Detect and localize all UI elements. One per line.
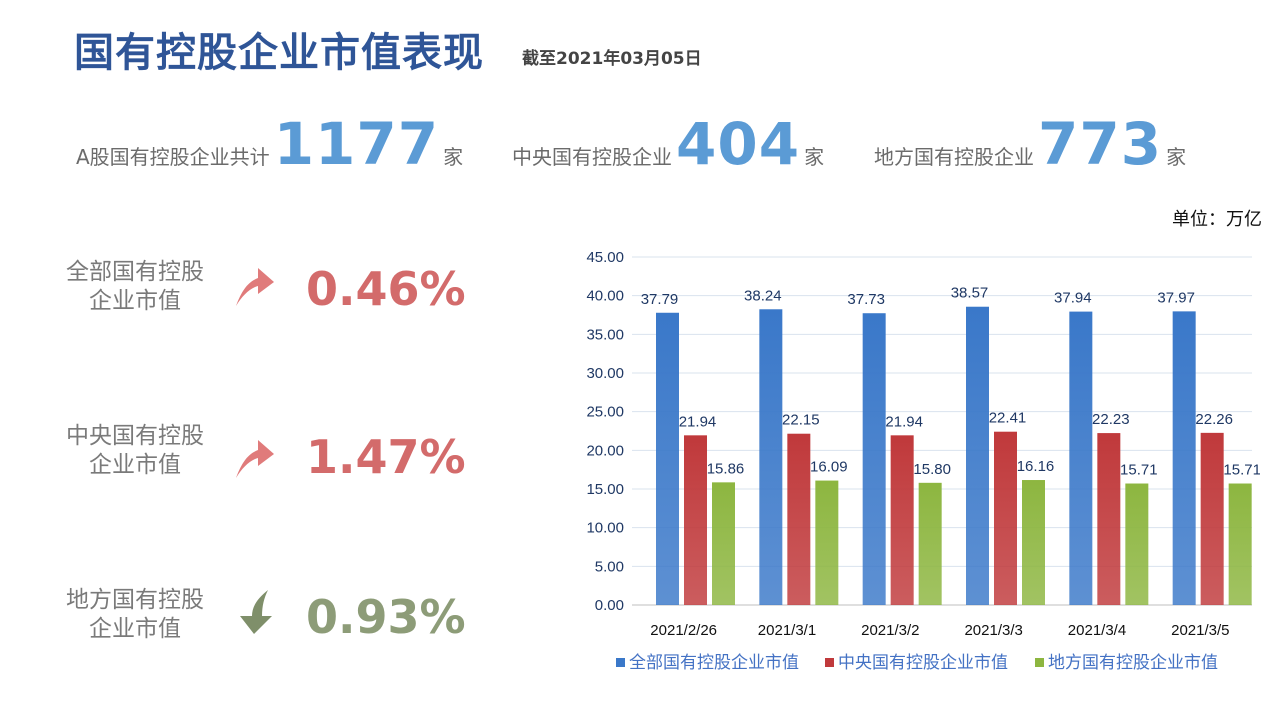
bar bbox=[759, 309, 783, 605]
bar bbox=[862, 313, 886, 605]
legend-label: 地方国有控股企业市值 bbox=[1048, 653, 1218, 673]
change-label-line: 企业市值 bbox=[89, 616, 181, 642]
down-arrow-icon bbox=[240, 590, 272, 634]
stat-unit: 家 bbox=[443, 145, 464, 169]
data-label: 15.86 bbox=[707, 460, 745, 477]
data-label: 37.94 bbox=[1054, 290, 1092, 307]
y-tick-label: 30.00 bbox=[586, 365, 624, 382]
x-tick-label: 2021/2/26 bbox=[650, 622, 717, 639]
change-label-line: 地方国有控股 bbox=[66, 587, 204, 613]
unit-note: 单位：万亿 bbox=[1172, 209, 1262, 230]
data-label: 22.23 bbox=[1092, 411, 1130, 428]
stat-value: 404 bbox=[676, 110, 801, 178]
y-tick-label: 35.00 bbox=[586, 326, 624, 343]
y-tick-label: 20.00 bbox=[586, 442, 624, 459]
stat-unit: 家 bbox=[804, 145, 825, 169]
data-label: 16.16 bbox=[1017, 458, 1055, 475]
legend-label: 中央国有控股企业市值 bbox=[838, 653, 1008, 673]
bar bbox=[918, 482, 942, 605]
bar-chart: 0.00 5.00 10.00 15.00 20.00 25.00 30.00 35.00 40… bbox=[586, 249, 1260, 673]
legend-swatch bbox=[616, 658, 625, 667]
change-label-line: 企业市值 bbox=[89, 288, 181, 314]
change-value-local: 0.93% bbox=[306, 590, 466, 644]
data-label: 15.71 bbox=[1223, 462, 1260, 479]
stat-value: 1177 bbox=[273, 110, 440, 178]
x-tick-label: 2021/3/2 bbox=[861, 622, 919, 639]
bar bbox=[684, 435, 707, 605]
y-tick-label: 25.00 bbox=[586, 404, 624, 421]
bar bbox=[712, 482, 735, 605]
stat-value: 773 bbox=[1038, 110, 1163, 178]
stat-label: 中央国有控股企业 bbox=[512, 145, 672, 169]
change-label-local: 地方国有控股 企业市值 bbox=[40, 586, 230, 644]
bar bbox=[890, 435, 914, 605]
as-of-date: 截至2021年03月05日 bbox=[522, 49, 702, 69]
y-tick-label: 40.00 bbox=[586, 288, 624, 305]
change-value-central: 1.47% bbox=[306, 430, 466, 484]
x-tick-label: 2021/3/3 bbox=[964, 622, 1022, 639]
change-label-line: 企业市值 bbox=[89, 452, 181, 478]
y-tick-label: 45.00 bbox=[586, 249, 624, 266]
bar bbox=[815, 480, 839, 605]
data-label: 15.80 bbox=[913, 461, 951, 478]
y-tick-label: 0.00 bbox=[595, 597, 624, 614]
y-tick-label: 5.00 bbox=[595, 558, 624, 575]
up-arrow-icon bbox=[236, 440, 274, 478]
data-label: 38.57 bbox=[951, 285, 989, 302]
bar bbox=[1097, 433, 1121, 605]
bar bbox=[1172, 311, 1196, 605]
bar bbox=[1125, 483, 1149, 605]
data-label: 37.73 bbox=[847, 291, 885, 308]
change-label-line: 中央国有控股 bbox=[66, 423, 204, 449]
legend-swatch bbox=[825, 658, 834, 667]
stat-label: A股国有控股企业共计 bbox=[76, 145, 270, 169]
y-tick-label: 10.00 bbox=[586, 520, 624, 537]
data-label: 16.09 bbox=[810, 459, 848, 476]
bar bbox=[994, 431, 1017, 605]
stat-total: A股国有控股企业共计 1177 家 bbox=[76, 110, 463, 180]
data-label: 22.15 bbox=[782, 412, 820, 429]
bar bbox=[1228, 483, 1252, 605]
legend-swatch bbox=[1035, 658, 1044, 667]
data-label: 37.79 bbox=[641, 291, 679, 308]
stat-unit: 家 bbox=[1166, 145, 1187, 169]
bar bbox=[787, 433, 811, 605]
data-label: 21.94 bbox=[885, 413, 923, 430]
data-label: 22.26 bbox=[1195, 411, 1233, 428]
data-label: 15.71 bbox=[1120, 462, 1158, 479]
x-tick-label: 2021/3/4 bbox=[1068, 622, 1126, 639]
change-label-line: 全部国有控股 bbox=[66, 259, 204, 285]
bar bbox=[656, 312, 679, 605]
bar bbox=[1069, 311, 1093, 605]
data-label: 21.94 bbox=[679, 413, 717, 430]
change-value-all: 0.46% bbox=[306, 262, 466, 316]
data-label: 22.41 bbox=[989, 410, 1027, 427]
stat-local: 地方国有控股企业 773 家 bbox=[874, 110, 1186, 180]
y-tick-label: 15.00 bbox=[586, 481, 624, 498]
change-label-all: 全部国有控股 企业市值 bbox=[40, 258, 230, 316]
data-label: 38.24 bbox=[744, 287, 782, 304]
stat-label: 地方国有控股企业 bbox=[874, 145, 1034, 169]
bar bbox=[966, 306, 989, 605]
legend-label: 全部国有控股企业市值 bbox=[629, 653, 799, 673]
x-tick-label: 2021/3/5 bbox=[1171, 622, 1229, 639]
data-label: 37.97 bbox=[1157, 289, 1195, 306]
x-tick-label: 2021/3/1 bbox=[758, 622, 816, 639]
stat-central: 中央国有控股企业 404 家 bbox=[512, 110, 824, 180]
change-label-central: 中央国有控股 企业市值 bbox=[40, 422, 230, 480]
up-arrow-icon bbox=[236, 268, 274, 306]
page-title: 国有控股企业市值表现 bbox=[74, 30, 484, 76]
bar bbox=[1200, 432, 1224, 605]
bar bbox=[1022, 480, 1045, 605]
